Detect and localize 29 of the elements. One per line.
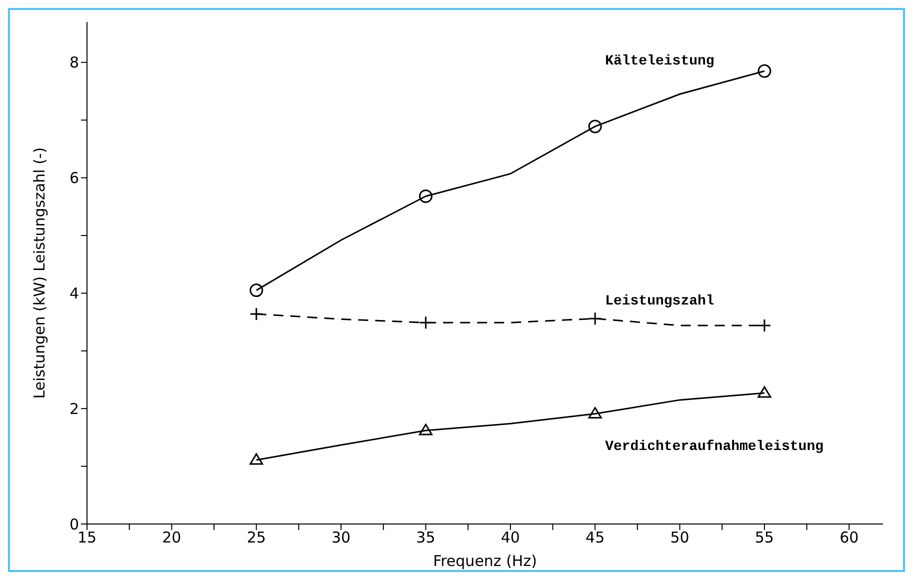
y-tick-label: 4 bbox=[69, 284, 79, 303]
point bbox=[758, 386, 772, 398]
point bbox=[588, 120, 602, 134]
point bbox=[250, 453, 264, 465]
x-axis-title: Frequenz (Hz) bbox=[433, 552, 537, 570]
x-tick-label: 45 bbox=[586, 528, 605, 547]
series-label: Verdichteraufnahmeleistung bbox=[605, 438, 824, 455]
series-label: Kälteleistung bbox=[605, 53, 714, 70]
point bbox=[418, 190, 432, 204]
x-tick-label: 25 bbox=[246, 528, 266, 547]
x-tick-label: 20 bbox=[162, 528, 182, 547]
x-tick-label: 50 bbox=[670, 528, 690, 547]
point bbox=[758, 318, 772, 332]
y-tick-label: 6 bbox=[69, 169, 79, 188]
point bbox=[758, 64, 772, 78]
x-tick-label: 15 bbox=[77, 528, 97, 547]
x-tick-label: 60 bbox=[840, 528, 859, 547]
y-tick-label: 0 bbox=[69, 515, 79, 534]
y-axis-title: Leistungen (kW) Leistungszahl (-) bbox=[30, 147, 48, 399]
x-tick-label: 55 bbox=[754, 528, 774, 547]
point bbox=[250, 284, 264, 298]
series-label: Leistungszahl bbox=[605, 294, 714, 310]
x-tick-label: 40 bbox=[500, 528, 520, 547]
x-tick-label: 35 bbox=[416, 528, 436, 547]
x-tick-label: 30 bbox=[331, 528, 351, 547]
y-tick-label: 8 bbox=[69, 54, 79, 72]
point bbox=[418, 424, 432, 436]
point bbox=[588, 407, 602, 419]
y-tick-label: 2 bbox=[69, 400, 79, 418]
